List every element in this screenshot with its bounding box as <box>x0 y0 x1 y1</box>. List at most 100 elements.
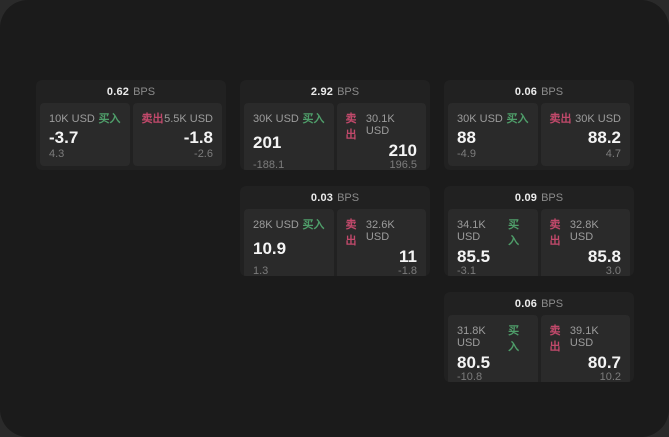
bps-value: 0.62 <box>106 85 130 98</box>
sell-size-label: 30K USD <box>575 113 621 125</box>
sell-price: 88.2 <box>587 127 621 147</box>
bps-unit-label: BPS <box>337 191 360 204</box>
sell-panel[interactable]: 卖出 5.5K USD -1.8 -2.6 <box>132 103 222 166</box>
sell-delta: 196.5 <box>389 159 417 170</box>
bps-unit-label: BPS <box>541 297 564 310</box>
quote-card-2: 2.92 BPS 30K USD 买入 201 -188.1 卖出 30.1K … <box>240 80 430 170</box>
buy-panel[interactable]: 30K USD 买入 88 -4.9 <box>448 103 538 166</box>
buy-toprow: 10K USD 买入 <box>49 110 121 126</box>
sell-price: 85.8 <box>587 247 621 266</box>
sell-panel[interactable]: 卖出 39.1K USD 80.7 10.2 <box>540 315 630 382</box>
buy-tag: 买入 <box>98 113 121 125</box>
sell-size-label: 32.6K USD <box>365 219 395 243</box>
sell-size-label: 30.1K USD <box>365 113 395 137</box>
bps-unit-label: BPS <box>337 85 360 98</box>
quote-card-4: 0.03 BPS 28K USD 买入 10.9 1.3 卖出 32.6K US… <box>240 186 430 276</box>
quote-card-5: 0.09 BPS 34.1K USD 买入 85.5 -3.1 卖出 32.8K… <box>444 186 634 276</box>
bps-header: 2.92 BPS <box>240 80 430 103</box>
bps-value: 0.03 <box>310 191 334 204</box>
sell-panel[interactable]: 卖出 30.1K USD 210 196.5 <box>336 103 426 170</box>
buy-toprow: 30K USD 买入 <box>457 110 529 126</box>
sell-price: 210 <box>388 141 417 160</box>
buy-price: 80.5 <box>457 353 491 372</box>
bps-value: 0.06 <box>514 297 538 310</box>
sell-panel[interactable]: 卖出 32.6K USD 11 -1.8 <box>336 209 426 276</box>
sell-delta: 3.0 <box>605 265 621 276</box>
sell-toprow: 卖出 39.1K USD <box>550 322 622 354</box>
buy-toprow: 28K USD 买入 <box>253 216 325 232</box>
sell-panel[interactable]: 卖出 32.8K USD 85.8 3.0 <box>540 209 630 276</box>
buy-tag: 买入 <box>302 113 325 125</box>
buy-tag: 买入 <box>508 219 520 247</box>
sell-toprow: 卖出 30.1K USD <box>346 110 418 142</box>
buy-size-label: 34.1K USD <box>457 219 486 243</box>
bps-header: 0.62 BPS <box>36 80 226 103</box>
buy-panel[interactable]: 34.1K USD 买入 85.5 -3.1 <box>448 209 538 276</box>
buy-size-label: 28K USD <box>253 219 299 231</box>
sell-price: -1.8 <box>183 127 213 147</box>
sell-delta: -1.8 <box>398 265 417 276</box>
quote-card-body: 28K USD 买入 10.9 1.3 卖出 32.6K USD 11 -1.8 <box>240 209 430 276</box>
buy-panel[interactable]: 28K USD 买入 10.9 1.3 <box>244 209 334 276</box>
bps-value: 2.92 <box>310 85 334 98</box>
sell-tag: 卖出 <box>549 325 561 353</box>
buy-toprow: 34.1K USD 买入 <box>457 216 529 248</box>
quote-card-body: 31.8K USD 买入 80.5 -10.8 卖出 39.1K USD 80.… <box>444 315 634 382</box>
buy-panel[interactable]: 30K USD 买入 201 -188.1 <box>244 103 334 170</box>
buy-price: -3.7 <box>49 127 79 147</box>
sell-delta: 4.7 <box>605 148 621 160</box>
buy-price: 201 <box>253 133 282 152</box>
quote-card-body: 34.1K USD 买入 85.5 -3.1 卖出 32.8K USD 85.8… <box>444 209 634 276</box>
quote-card-6: 0.06 BPS 31.8K USD 买入 80.5 -10.8 卖出 39.1… <box>444 292 634 382</box>
buy-delta: 1.3 <box>253 265 269 276</box>
sell-size-label: 32.8K USD <box>569 219 599 243</box>
buy-delta: -10.8 <box>457 371 483 382</box>
quote-card-body: 10K USD 买入 -3.7 4.3 卖出 5.5K USD -1.8 -2.… <box>36 103 226 170</box>
sell-tag: 卖出 <box>549 113 572 125</box>
sell-tag: 卖出 <box>345 113 357 141</box>
buy-toprow: 30K USD 买入 <box>253 110 325 126</box>
sell-tag: 卖出 <box>549 219 561 247</box>
sell-price: 80.7 <box>587 353 621 372</box>
sell-delta: 10.2 <box>599 371 621 382</box>
buy-panel[interactable]: 31.8K USD 买入 80.5 -10.8 <box>448 315 538 382</box>
buy-size-label: 31.8K USD <box>457 325 486 349</box>
buy-delta: -188.1 <box>253 159 285 170</box>
buy-toprow: 31.8K USD 买入 <box>457 322 529 354</box>
sell-tag: 卖出 <box>141 113 164 125</box>
buy-panel[interactable]: 10K USD 买入 -3.7 4.3 <box>40 103 130 166</box>
quote-card-1: 0.62 BPS 10K USD 买入 -3.7 4.3 卖出 5.5K USD <box>36 80 226 170</box>
bps-header: 0.09 BPS <box>444 186 634 209</box>
bps-unit-label: BPS <box>133 85 156 98</box>
buy-tag: 买入 <box>302 219 325 231</box>
sell-toprow: 卖出 32.6K USD <box>346 216 418 248</box>
sell-size-label: 39.1K USD <box>569 325 599 349</box>
buy-price: 10.9 <box>253 239 287 258</box>
buy-size-label: 30K USD <box>457 113 503 125</box>
buy-size-label: 30K USD <box>253 113 299 125</box>
buy-delta: -4.9 <box>457 148 476 160</box>
sell-toprow: 卖出 5.5K USD <box>142 110 214 126</box>
sell-tag: 卖出 <box>345 219 357 247</box>
sell-toprow: 卖出 30K USD <box>550 110 622 126</box>
sell-toprow: 卖出 32.8K USD <box>550 216 622 248</box>
bps-value: 0.09 <box>514 191 538 204</box>
quote-card-grid: 0.62 BPS 10K USD 买入 -3.7 4.3 卖出 5.5K USD <box>36 80 634 382</box>
bps-value: 0.06 <box>514 85 538 98</box>
buy-delta: -3.1 <box>457 265 476 276</box>
buy-tag: 买入 <box>508 325 520 353</box>
bps-unit-label: BPS <box>541 85 564 98</box>
buy-price: 88 <box>457 127 476 147</box>
bps-header: 0.06 BPS <box>444 292 634 315</box>
sell-panel[interactable]: 卖出 30K USD 88.2 4.7 <box>540 103 630 166</box>
bps-unit-label: BPS <box>541 191 564 204</box>
sell-price: 11 <box>399 247 417 266</box>
bps-header: 0.06 BPS <box>444 80 634 103</box>
sell-size-label: 5.5K USD <box>164 113 213 125</box>
quote-card-body: 30K USD 买入 88 -4.9 卖出 30K USD 88.2 4.7 <box>444 103 634 170</box>
quote-card-3: 0.06 BPS 30K USD 买入 88 -4.9 卖出 30K USD <box>444 80 634 170</box>
quote-card-body: 30K USD 买入 201 -188.1 卖出 30.1K USD 210 1… <box>240 103 430 170</box>
buy-delta: 4.3 <box>49 148 65 160</box>
bps-header: 0.03 BPS <box>240 186 430 209</box>
